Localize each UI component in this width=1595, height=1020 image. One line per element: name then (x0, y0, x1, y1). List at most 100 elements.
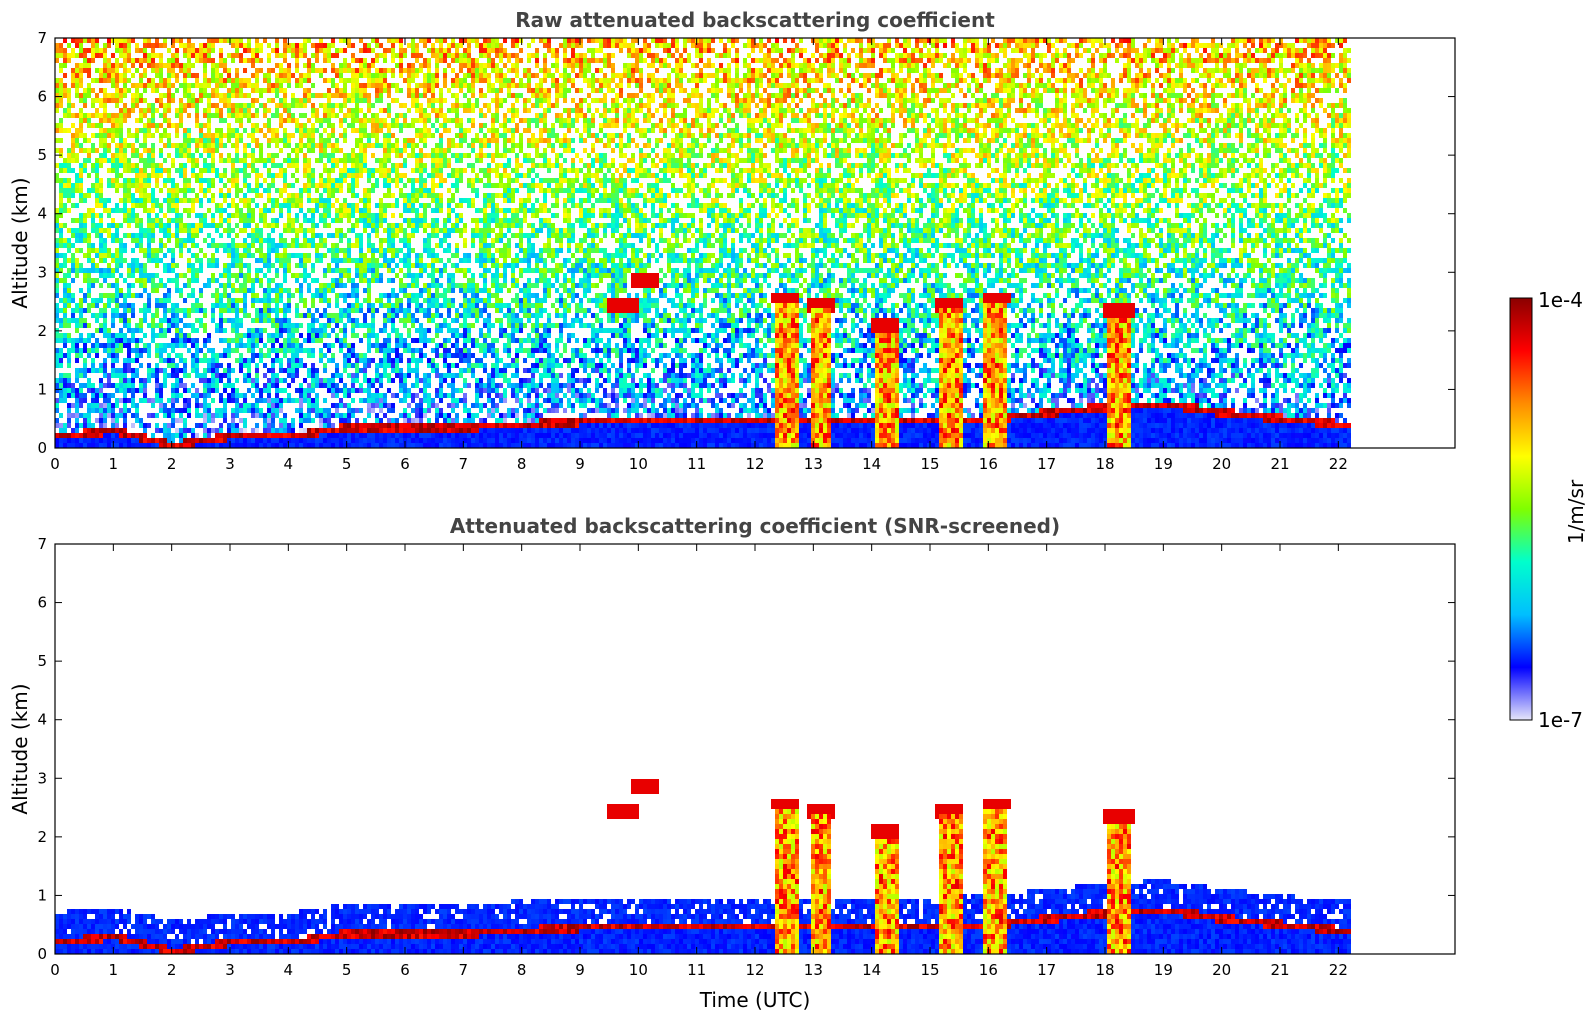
heatmap-cell (87, 38, 91, 43)
heatmap-cell (343, 388, 347, 393)
heatmap-cell (255, 373, 259, 378)
heatmap-cell (123, 48, 127, 53)
heatmap-cell (275, 63, 279, 68)
heatmap-cell (175, 398, 179, 403)
heatmap-cell (155, 68, 159, 73)
heatmap-cell (299, 208, 303, 213)
heatmap-cell (59, 393, 63, 398)
heatmap-cell (283, 198, 287, 203)
heatmap-cell (379, 358, 383, 363)
heatmap-cell (347, 63, 351, 68)
heatmap-cell (307, 63, 311, 68)
heatmap-cell (135, 413, 139, 418)
heatmap-cell (91, 348, 95, 353)
heatmap-cell (87, 423, 91, 428)
heatmap-cell (199, 288, 203, 293)
heatmap-cell (375, 183, 379, 188)
heatmap-cell (419, 328, 423, 333)
heatmap-cell (151, 238, 155, 243)
heatmap-cell (327, 43, 331, 48)
heatmap-cell (139, 418, 143, 423)
heatmap-cell (251, 238, 255, 243)
heatmap-cell (115, 98, 119, 103)
heatmap-cell (135, 213, 139, 218)
heatmap-cell (271, 308, 275, 313)
heatmap-cell (79, 388, 83, 393)
heatmap-cell (67, 423, 71, 428)
heatmap-cell (187, 403, 191, 408)
heatmap-cell (59, 118, 63, 123)
heatmap-cell (359, 213, 363, 218)
heatmap-cell (135, 178, 139, 183)
heatmap-cell (231, 368, 235, 373)
heatmap-cell (259, 348, 263, 353)
heatmap-cell (67, 43, 71, 48)
heatmap-cell (291, 53, 295, 58)
heatmap-cell (75, 178, 79, 183)
heatmap-cell (195, 78, 199, 83)
heatmap-cell (167, 298, 171, 303)
heatmap-cell (63, 288, 67, 293)
heatmap-cell (323, 428, 327, 433)
heatmap-cell (123, 358, 127, 363)
heatmap-cell (415, 53, 419, 58)
heatmap-cell (99, 48, 103, 53)
heatmap-cell (123, 413, 127, 418)
heatmap-cell (143, 393, 147, 398)
heatmap-cell (363, 298, 367, 303)
heatmap-cell (343, 363, 347, 368)
heatmap-cell (119, 243, 123, 248)
heatmap-cell (275, 433, 279, 438)
heatmap-cell (187, 213, 191, 218)
heatmap-cell (295, 43, 299, 48)
heatmap-cell (303, 418, 307, 423)
heatmap-cell (99, 143, 103, 148)
heatmap-cell (423, 373, 427, 378)
heatmap-cell (343, 178, 347, 183)
heatmap-cell (223, 433, 227, 438)
heatmap-cell (127, 268, 131, 273)
heatmap-cell (351, 108, 355, 113)
heatmap-cell (119, 248, 123, 253)
heatmap-cell (323, 378, 327, 383)
heatmap-cell (95, 248, 99, 253)
heatmap-cell (111, 358, 115, 363)
heatmap-cell (423, 383, 427, 388)
heatmap-cell (243, 313, 247, 318)
heatmap-cell (247, 433, 251, 438)
heatmap-cell (123, 418, 127, 423)
heatmap-cell (67, 323, 71, 328)
heatmap-cell (355, 128, 359, 133)
heatmap-cell (103, 443, 107, 448)
heatmap-cell (231, 298, 235, 303)
heatmap-cell (291, 418, 295, 423)
heatmap-cell (267, 198, 271, 203)
heatmap-cell (399, 423, 403, 428)
heatmap-cell (123, 78, 127, 83)
heatmap-cell (183, 163, 187, 168)
heatmap-cell (235, 378, 239, 383)
heatmap-cell (331, 43, 335, 48)
heatmap-cell (295, 123, 299, 128)
heatmap-cell (331, 243, 335, 248)
heatmap-cell (271, 423, 275, 428)
heatmap-cell (179, 428, 183, 433)
heatmap-cell (367, 248, 371, 253)
heatmap-cell (143, 53, 147, 58)
heatmap-cell (155, 353, 159, 358)
heatmap-cell (103, 93, 107, 98)
heatmap-cell (227, 428, 231, 433)
heatmap-cell (423, 143, 427, 148)
heatmap-cell (259, 158, 263, 163)
heatmap-cell (407, 318, 411, 323)
heatmap-cell (291, 353, 295, 358)
heatmap-cell (255, 318, 259, 323)
heatmap-cell (315, 403, 319, 408)
heatmap-cell (151, 173, 155, 178)
heatmap-cell (139, 113, 143, 118)
heatmap-cell (279, 398, 283, 403)
heatmap-cell (151, 233, 155, 238)
heatmap-cell (151, 88, 155, 93)
heatmap-cell (123, 438, 127, 443)
heatmap-cell (175, 378, 179, 383)
